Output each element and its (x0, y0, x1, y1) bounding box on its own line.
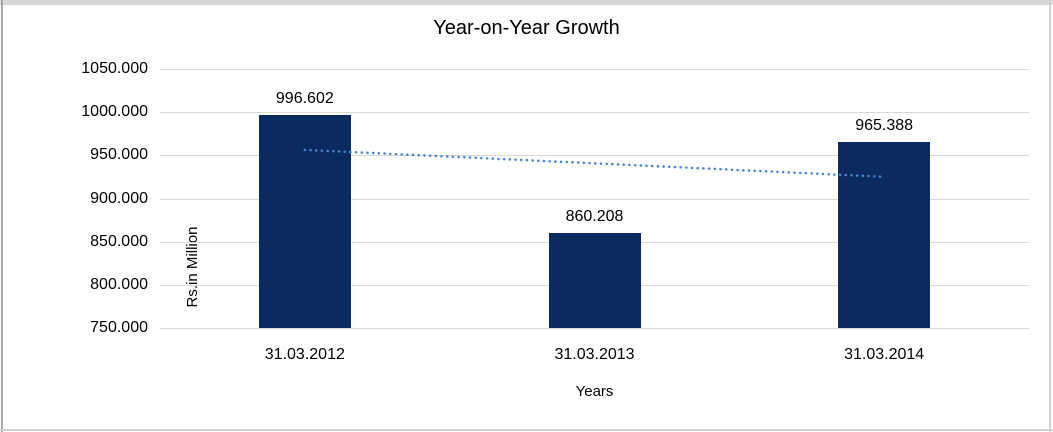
bar-value-label: 860.208 (565, 207, 624, 225)
x-axis-category-label: 31.03.2013 (554, 346, 635, 363)
chart-title: Year-on-Year Growth (433, 17, 620, 39)
y-axis-tick-label: 950.000 (90, 146, 148, 164)
bar (838, 142, 931, 328)
plot-area: Rs.in Million 996.602 860.208 965.388 (160, 69, 1029, 329)
gridline (160, 112, 1029, 114)
y-axis-tick-label: 1050.000 (81, 60, 148, 77)
y-axis-tick-label: 900.000 (90, 189, 148, 207)
bar (548, 232, 641, 328)
gridline (160, 328, 1029, 329)
y-axis-tick-label: 800.000 (90, 275, 148, 293)
x-axis-title: Years (575, 383, 614, 400)
frame-right-border (1049, 0, 1051, 432)
gridline (160, 198, 1029, 200)
gridline (160, 69, 1029, 70)
y-axis-tick-label: 1000.000 (81, 103, 148, 121)
frame-top-border (0, 0, 1053, 5)
y-axis-title: Rs.in Million (184, 226, 201, 308)
x-axis-category-label: 31.03.2014 (844, 346, 925, 363)
x-axis-category-label: 31.03.2012 (264, 346, 345, 363)
bar-value-label: 965.388 (855, 117, 914, 135)
y-axis-tick-label: 750.000 (90, 319, 148, 336)
bar-value-label: 996.602 (275, 90, 334, 108)
frame-left-border (1, 0, 3, 432)
bar (258, 115, 351, 328)
frame-bottom-border (0, 429, 1053, 431)
y-axis-tick-label: 850.000 (90, 232, 148, 250)
